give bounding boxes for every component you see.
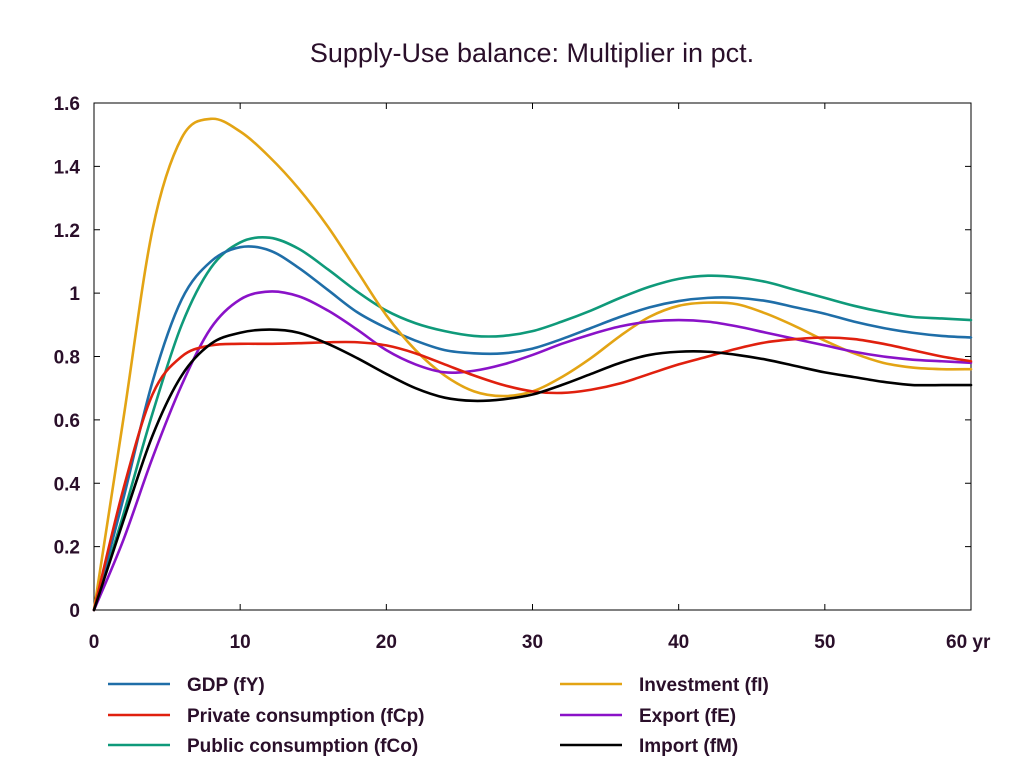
y-tick-label: 0.8 xyxy=(54,348,80,369)
plot-area: 0 10 20 30 40 50 60 yr 0 0.2 0.4 0.6 0.8 1 1.2 1.4 1.6 xyxy=(54,94,991,653)
y-tick-label: 0.2 xyxy=(54,538,80,559)
legend-label-investment-fi: Investment (fI) xyxy=(639,675,769,696)
legend: GDP (fY) Private consumption (fCp) Public … xyxy=(108,675,769,757)
legend-label-public-consumption-fco: Public consumption (fCo) xyxy=(187,736,418,757)
legend-label-gdp-fy: GDP (fY) xyxy=(187,675,265,696)
chart-title: Supply-Use balance: Multiplier in pct. xyxy=(310,38,754,68)
x-tick-label: 50 xyxy=(814,632,835,653)
y-tick-label: 0.4 xyxy=(54,474,81,495)
series-line-export-fe xyxy=(92,290,973,612)
legend-label-export-fe: Export (fE) xyxy=(639,706,736,727)
series-line-private-consumption-fcp xyxy=(92,336,973,612)
x-tick-label: 10 xyxy=(230,632,251,653)
series-line-import-fm xyxy=(92,328,973,612)
x-tick-label: 30 xyxy=(522,632,543,653)
y-tick-label: 1.6 xyxy=(54,94,80,115)
x-axis: 0 10 20 30 40 50 60 yr xyxy=(89,103,991,653)
y-tick-label: 1.4 xyxy=(54,157,81,178)
x-tick-label: 20 xyxy=(376,632,397,653)
series-line-gdp-fy xyxy=(92,245,973,612)
y-tick-label: 1.2 xyxy=(54,221,80,242)
x-tick-label: 0 xyxy=(89,632,100,653)
y-tick-label: 0 xyxy=(69,601,80,622)
y-axis: 0 0.2 0.4 0.6 0.8 1 1.2 1.4 1.6 xyxy=(54,94,971,622)
y-tick-label: 0.6 xyxy=(54,411,80,432)
x-tick-label: 60 yr xyxy=(946,632,991,653)
legend-label-private-consumption-fcp: Private consumption (fCp) xyxy=(187,706,425,727)
x-tick-label: 40 xyxy=(668,632,689,653)
legend-label-import-fm: Import (fM) xyxy=(639,736,738,757)
series-line-investment-fi xyxy=(92,117,973,612)
series-line-public-consumption-fco xyxy=(92,235,973,612)
series-lines xyxy=(92,117,973,612)
plot-frame xyxy=(93,102,972,611)
y-tick-label: 1 xyxy=(69,284,80,305)
